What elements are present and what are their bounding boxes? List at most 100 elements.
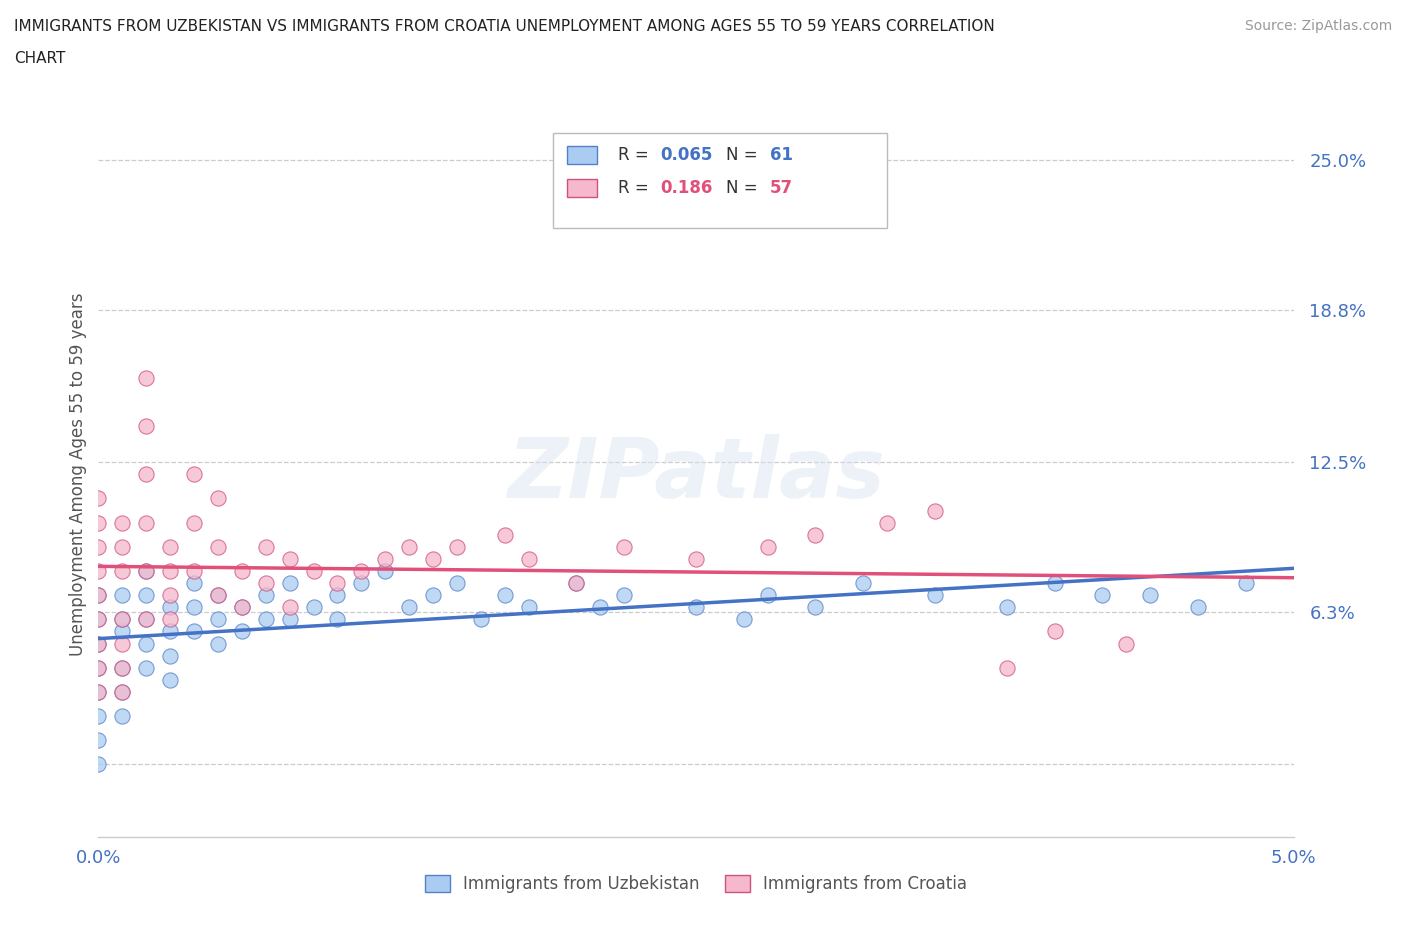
Point xyxy=(1187,600,1209,615)
Point xyxy=(565,576,588,591)
Point xyxy=(135,564,157,578)
Point xyxy=(231,600,253,615)
Point xyxy=(207,491,229,506)
Point xyxy=(254,539,277,554)
Point xyxy=(470,612,492,627)
Point xyxy=(733,612,755,627)
Point xyxy=(207,588,229,603)
Point xyxy=(302,600,325,615)
Point xyxy=(278,600,301,615)
Point xyxy=(111,588,134,603)
Point xyxy=(804,600,827,615)
Point xyxy=(87,660,110,675)
Point xyxy=(1115,636,1137,651)
Point xyxy=(207,539,229,554)
Point xyxy=(1234,576,1257,591)
Point xyxy=(326,576,349,591)
Point xyxy=(350,576,373,591)
Point xyxy=(87,660,110,675)
Point xyxy=(183,576,205,591)
Point xyxy=(326,588,349,603)
Point xyxy=(446,576,468,591)
Point xyxy=(350,564,373,578)
FancyBboxPatch shape xyxy=(567,179,596,197)
Point xyxy=(278,576,301,591)
Point xyxy=(207,612,229,627)
Point xyxy=(87,612,110,627)
Point xyxy=(111,660,134,675)
Point xyxy=(398,539,420,554)
Point xyxy=(422,588,444,603)
Point xyxy=(1091,588,1114,603)
Point xyxy=(159,672,181,687)
Point xyxy=(278,612,301,627)
Text: R =: R = xyxy=(619,146,654,164)
FancyBboxPatch shape xyxy=(553,133,887,228)
Legend: Immigrants from Uzbekistan, Immigrants from Croatia: Immigrants from Uzbekistan, Immigrants f… xyxy=(416,867,976,901)
Point xyxy=(207,636,229,651)
Point xyxy=(111,539,134,554)
Point xyxy=(374,564,396,578)
Point xyxy=(159,600,181,615)
Point xyxy=(494,588,516,603)
Point xyxy=(111,684,134,699)
Point xyxy=(278,551,301,566)
FancyBboxPatch shape xyxy=(567,146,596,165)
Point xyxy=(183,467,205,482)
Point xyxy=(159,564,181,578)
Point xyxy=(159,612,181,627)
Text: N =: N = xyxy=(725,179,762,197)
Point xyxy=(183,564,205,578)
Point xyxy=(995,660,1018,675)
Point xyxy=(613,539,636,554)
Point xyxy=(924,588,946,603)
Point xyxy=(1043,624,1066,639)
Point xyxy=(87,491,110,506)
Point xyxy=(326,612,349,627)
Point xyxy=(1139,588,1161,603)
Text: ZIPatlas: ZIPatlas xyxy=(508,433,884,515)
Point xyxy=(135,660,157,675)
Point xyxy=(254,576,277,591)
Point xyxy=(135,467,157,482)
Point xyxy=(517,551,540,566)
Point xyxy=(111,684,134,699)
Y-axis label: Unemployment Among Ages 55 to 59 years: Unemployment Among Ages 55 to 59 years xyxy=(69,293,87,656)
Point xyxy=(804,527,827,542)
Point xyxy=(111,636,134,651)
Point xyxy=(87,515,110,530)
Point xyxy=(231,624,253,639)
Point xyxy=(852,576,875,591)
Text: 0.186: 0.186 xyxy=(661,179,713,197)
Point xyxy=(111,660,134,675)
Point xyxy=(87,684,110,699)
Point xyxy=(111,564,134,578)
Point xyxy=(135,370,157,385)
Point xyxy=(183,600,205,615)
Point xyxy=(111,612,134,627)
Point xyxy=(111,612,134,627)
Point xyxy=(87,588,110,603)
Point xyxy=(135,612,157,627)
Point xyxy=(135,564,157,578)
Point xyxy=(183,515,205,530)
Point xyxy=(422,551,444,566)
Point xyxy=(87,588,110,603)
Point xyxy=(374,551,396,566)
Point xyxy=(87,612,110,627)
Point xyxy=(494,527,516,542)
Point xyxy=(613,588,636,603)
Point xyxy=(87,684,110,699)
Point xyxy=(87,709,110,724)
Point xyxy=(87,733,110,748)
Point xyxy=(111,515,134,530)
Point xyxy=(398,600,420,615)
Point xyxy=(159,648,181,663)
Point xyxy=(87,539,110,554)
Text: CHART: CHART xyxy=(14,51,66,66)
Point xyxy=(756,588,779,603)
Point xyxy=(231,600,253,615)
Point xyxy=(87,564,110,578)
Text: Source: ZipAtlas.com: Source: ZipAtlas.com xyxy=(1244,19,1392,33)
Point xyxy=(685,551,707,566)
